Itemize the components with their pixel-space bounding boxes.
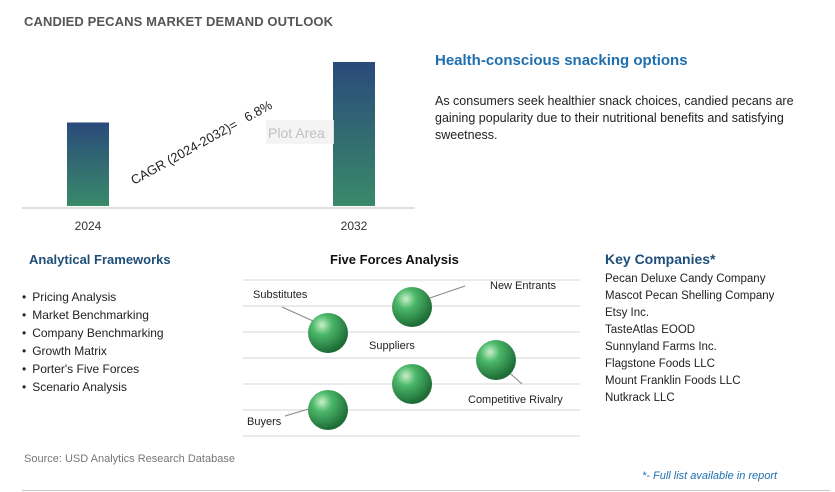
full-list-note: *- Full list available in report bbox=[642, 470, 778, 482]
frameworks-heading: Analytical Frameworks bbox=[29, 252, 171, 267]
new-entrants-sphere bbox=[392, 287, 432, 327]
list-item: Pricing Analysis bbox=[22, 288, 164, 306]
new-entrants-label: New Entrants bbox=[490, 280, 557, 292]
buyers-sphere bbox=[308, 390, 348, 430]
five-forces-diagram bbox=[243, 279, 580, 437]
list-item: Porter's Five Forces bbox=[22, 360, 164, 378]
buyers-label: Buyers bbox=[247, 416, 282, 428]
demand-bar-chart: 2024 2032 Plot Area CAGR (2024-2032)=6.8… bbox=[22, 62, 415, 233]
x-tick-label-2032: 2032 bbox=[341, 219, 368, 233]
suppliers-label: Suppliers bbox=[369, 340, 415, 352]
list-item: Mascot Pecan Shelling Company bbox=[605, 290, 775, 302]
list-item: Company Benchmarking bbox=[22, 324, 163, 342]
page-title: CANDIED PECANS MARKET DEMAND OUTLOOK bbox=[24, 14, 334, 29]
list-item: Scenario Analysis bbox=[22, 378, 164, 396]
list-item: Etsy Inc. bbox=[605, 307, 650, 319]
highlight-heading: Health-conscious snacking options bbox=[435, 52, 688, 69]
suppliers-sphere bbox=[392, 364, 432, 404]
x-tick-label-2024: 2024 bbox=[75, 219, 102, 233]
list-item: Mount Franklin Foods LLC bbox=[605, 375, 741, 387]
bar-2024 bbox=[67, 122, 109, 206]
five-forces-heading: Five Forces Analysis bbox=[330, 252, 459, 267]
highlight-body: As consumers seek healthier snack choice… bbox=[435, 94, 794, 142]
competitive-rivalry-label: Competitive Rivalry bbox=[468, 394, 563, 406]
buyers-connector bbox=[284, 407, 313, 417]
source-note: Source: USD Analytics Research Database bbox=[24, 453, 235, 465]
rivalry-sphere bbox=[476, 340, 516, 380]
list-item: Flagstone Foods LLC bbox=[605, 358, 715, 370]
frameworks-list: Pricing Analysis Market Benchmarking Com… bbox=[22, 288, 164, 396]
substitutes-label: Substitutes bbox=[253, 289, 308, 301]
bar-2032 bbox=[333, 62, 375, 206]
list-item: Pecan Deluxe Candy Company bbox=[605, 273, 766, 285]
list-item: Market Benchmarking bbox=[22, 306, 164, 324]
cagr-label: CAGR (2024-2032)=6.8% bbox=[128, 97, 275, 188]
companies-heading: Key Companies* bbox=[605, 251, 716, 267]
substitutes-sphere bbox=[308, 313, 348, 353]
list-item: Growth Matrix bbox=[22, 342, 164, 360]
list-item: Nutkrack LLC bbox=[605, 392, 675, 404]
companies-list: Pecan Deluxe Candy Company Mascot Pecan … bbox=[605, 271, 774, 407]
plot-area-label: Plot Area bbox=[268, 125, 325, 141]
bottom-divider bbox=[22, 490, 830, 491]
list-item: TasteAtlas EOOD bbox=[605, 324, 696, 336]
plot-area-tooltip bbox=[266, 120, 334, 144]
list-item: Sunnyland Farms Inc. bbox=[605, 341, 717, 353]
